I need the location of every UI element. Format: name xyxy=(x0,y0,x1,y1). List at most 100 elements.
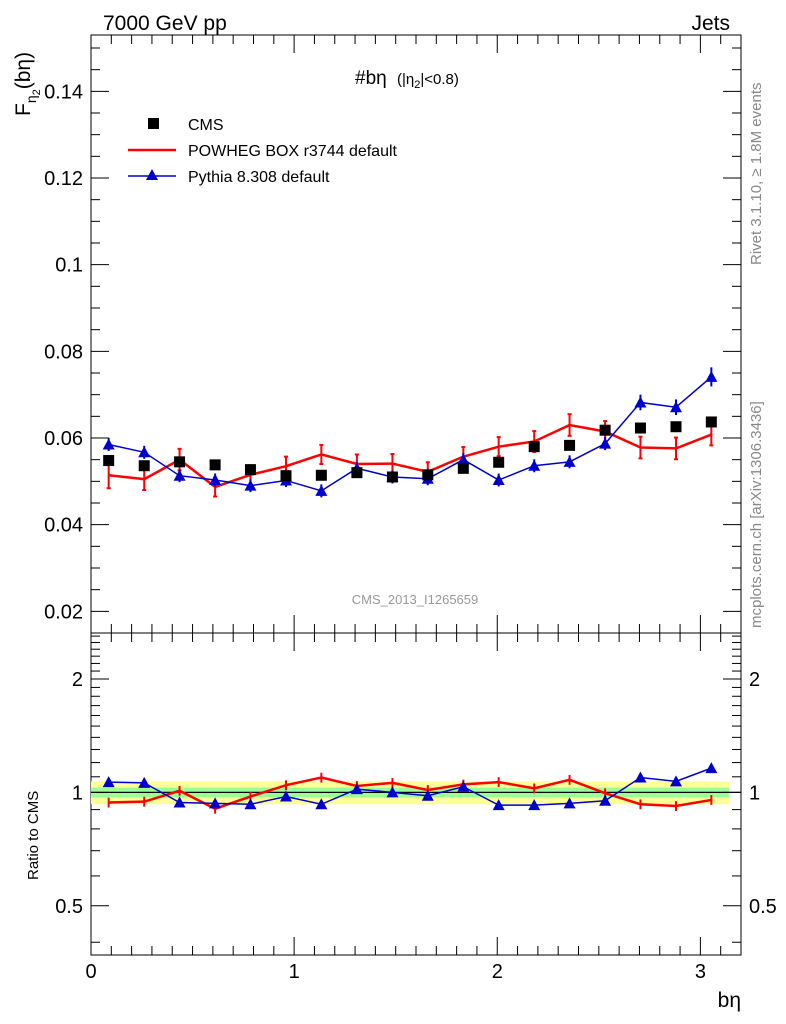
cms-point xyxy=(705,416,717,428)
ratio-pythia-point xyxy=(350,783,363,795)
cms-point xyxy=(422,469,434,481)
plot-title: #bη (|η2|<0.8) xyxy=(355,68,459,91)
cms-point xyxy=(209,459,221,471)
pythia-point xyxy=(244,479,257,491)
ratio-pythia-point xyxy=(138,776,151,788)
main-ytick-label: 0.1 xyxy=(55,255,83,277)
ratio-ylabel: Ratio to CMS xyxy=(25,791,42,880)
main-series xyxy=(102,367,718,498)
main-axis-ticks: 0.02 0.04 0.06 0.08 0.1 0.12 0.14 xyxy=(44,35,742,633)
ylabel-sub: η xyxy=(23,95,39,103)
legend: CMS POWHEG BOX r3744 default Pythia 8.30… xyxy=(128,117,398,186)
x-tick-label: 0 xyxy=(85,961,96,983)
plot-title-cut-end: |<0.8) xyxy=(420,71,459,88)
legend-label-pythia: Pythia 8.308 default xyxy=(188,169,330,186)
cms-point xyxy=(564,439,576,451)
ratio-pythia-point xyxy=(421,789,434,801)
main-ytick-label: 0.06 xyxy=(44,428,83,450)
cms-point xyxy=(493,456,505,468)
cms-point xyxy=(457,462,469,474)
ratio-pythia-point xyxy=(386,786,399,798)
mcplots-side-text: mcplots.cern.ch [arXiv:1306.3436] xyxy=(748,401,765,628)
plot-title-cut-sub: 2 xyxy=(414,79,420,91)
analysis-watermark: CMS_2013_I1265659 xyxy=(352,592,479,607)
ylabel-main: F xyxy=(12,103,35,116)
ratio-pythia-point xyxy=(457,780,470,792)
pythia-point xyxy=(173,469,186,481)
ratio-ytick-label-right: 0.5 xyxy=(749,896,777,918)
x-axis-label: bη xyxy=(718,989,741,1012)
ratio-pythia-point xyxy=(528,799,541,811)
ratio-pythia-point xyxy=(563,797,576,809)
process-label: Jets xyxy=(691,12,730,35)
pythia-point xyxy=(634,396,647,408)
cms-point xyxy=(386,471,398,483)
main-ytick-label: 0.14 xyxy=(44,81,83,103)
powheg-line xyxy=(108,423,712,489)
pythia-point xyxy=(563,455,576,467)
ratio-ytick-label-right: 2 xyxy=(749,669,760,691)
cms-point xyxy=(315,469,327,481)
plot-title-main: #bη xyxy=(355,68,387,89)
main-ytick-label: 0.04 xyxy=(44,515,83,537)
ratio-pythia-point xyxy=(492,799,505,811)
pythia-point xyxy=(528,459,541,471)
legend-marker-pythia xyxy=(146,169,158,180)
cms-point xyxy=(103,455,115,467)
ratio-pythia-point xyxy=(315,798,328,810)
pythia-point xyxy=(209,474,222,486)
main-ytick-label: 0.12 xyxy=(44,168,83,190)
ratio-ytick-label-right: 1 xyxy=(749,782,760,804)
main-ytick-label: 0.08 xyxy=(44,341,83,363)
cms-point xyxy=(351,467,363,479)
cms-point xyxy=(174,456,186,468)
ratio-pythia-point xyxy=(244,798,257,810)
ratio-pythia-point xyxy=(209,797,222,809)
ratio-ytick-label-left: 1 xyxy=(72,782,83,804)
pythia-point xyxy=(457,453,470,465)
pythia-point xyxy=(102,438,115,450)
cms-point xyxy=(280,470,292,482)
cms-point xyxy=(634,422,646,434)
rivet-side-text: Rivet 3.1.10, ≥ 1.8M events xyxy=(748,83,765,266)
x-tick-label: 1 xyxy=(289,961,300,983)
ratio-pythia-point xyxy=(670,775,682,787)
energy-label: 7000 GeV pp xyxy=(103,12,227,35)
ratio-pythia-line xyxy=(108,767,712,806)
ylabel-arg: (bη) xyxy=(12,52,35,89)
main-ytick-label: 0.02 xyxy=(44,601,83,623)
x-tick-label: 2 xyxy=(492,961,503,983)
cms-point xyxy=(244,464,256,476)
ratio-uncertainty-band xyxy=(91,781,741,805)
ratio-pythia-point xyxy=(705,762,718,774)
plot-title-cut: (|η xyxy=(397,71,414,88)
ratio-series xyxy=(102,762,718,814)
svg-text:Fη2(bη): Fη2(bη) xyxy=(12,52,43,116)
ratio-pythia-point xyxy=(634,771,647,783)
x-tick-label: 3 xyxy=(695,961,706,983)
ratio-pythia-point xyxy=(280,790,292,802)
ratio-ytick-label-left: 2 xyxy=(72,669,83,691)
pythia-point xyxy=(315,484,328,496)
legend-label-powheg: POWHEG BOX r3744 default xyxy=(188,143,398,160)
legend-label-cms: CMS xyxy=(188,117,224,134)
main-ylabel: Fη2(bη) xyxy=(12,52,43,116)
cms-point xyxy=(528,441,540,453)
pythia-point xyxy=(705,370,718,382)
ylabel-subsub: 2 xyxy=(31,89,43,95)
pythia-point xyxy=(492,474,505,486)
ratio-pythia-point xyxy=(173,796,186,808)
pythia-line xyxy=(108,376,712,492)
legend-marker-cms xyxy=(148,118,159,129)
ratio-powheg-line xyxy=(108,776,712,811)
pythia-point xyxy=(138,446,151,458)
cms-point xyxy=(599,424,611,436)
ratio-pythia-point xyxy=(599,794,612,806)
ratio-axis-ticks: 0.5 0.5 1 1 2 2 0 1 2 3 xyxy=(55,633,777,983)
ratio-ytick-label-left: 0.5 xyxy=(55,896,83,918)
pythia-point xyxy=(599,437,612,449)
pythia-point xyxy=(670,401,682,413)
cms-point xyxy=(138,460,150,472)
ratio-pythia-point xyxy=(102,776,115,788)
